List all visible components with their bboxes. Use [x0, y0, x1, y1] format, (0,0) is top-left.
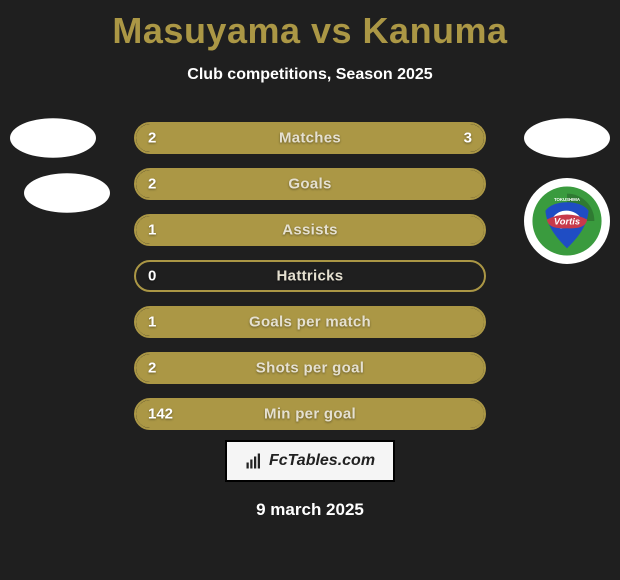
player-left-avatar-front [10, 118, 96, 158]
brand-text: FcTables.com [269, 452, 375, 470]
svg-text:TOKUSHIMA: TOKUSHIMA [554, 197, 580, 202]
signal-icon [245, 452, 263, 470]
brand-logo: FcTables.com [225, 440, 395, 482]
stat-bar: 142 Min per goal [134, 398, 486, 430]
stat-value-left: 1 [148, 314, 156, 331]
stat-bar: 0 Hattricks [134, 260, 486, 292]
svg-text:Vortis: Vortis [554, 217, 580, 227]
stat-value-left: 0 [148, 268, 156, 285]
stat-value-left: 1 [148, 222, 156, 239]
stat-bar: 2 3 Matches [134, 122, 486, 154]
page-title: Masuyama vs Kanuma [0, 0, 620, 52]
stat-label: Assists [282, 222, 337, 239]
season-subtitle: Club competitions, Season 2025 [0, 66, 620, 84]
stat-bar: 2 Goals [134, 168, 486, 200]
stat-label: Hattricks [277, 268, 344, 285]
generated-date: 9 march 2025 [256, 500, 364, 520]
stat-value-left: 2 [148, 130, 156, 147]
stat-label: Goals per match [249, 314, 371, 331]
stat-label: Matches [279, 130, 341, 147]
team-right-crest: Vortis TOKUSHIMA [524, 178, 610, 264]
stat-label: Shots per goal [256, 360, 364, 377]
stat-bar: 2 Shots per goal [134, 352, 486, 384]
stat-value-left: 142 [148, 406, 173, 423]
vortis-crest-icon: Vortis TOKUSHIMA [531, 185, 603, 257]
stat-bar: 1 Goals per match [134, 306, 486, 338]
stat-label: Min per goal [264, 406, 356, 423]
player-right-avatar-back [524, 118, 610, 158]
stat-label: Goals [288, 176, 331, 193]
stat-value-right: 3 [464, 130, 472, 147]
stats-bars-container: 2 3 Matches 2 Goals 1 Assists 0 Hattricks 1 Goals … [134, 122, 486, 444]
player-left-avatar-back [24, 173, 110, 213]
stat-bar: 1 Assists [134, 214, 486, 246]
stat-fill-left [136, 124, 275, 152]
stat-value-left: 2 [148, 176, 156, 193]
stat-value-left: 2 [148, 360, 156, 377]
